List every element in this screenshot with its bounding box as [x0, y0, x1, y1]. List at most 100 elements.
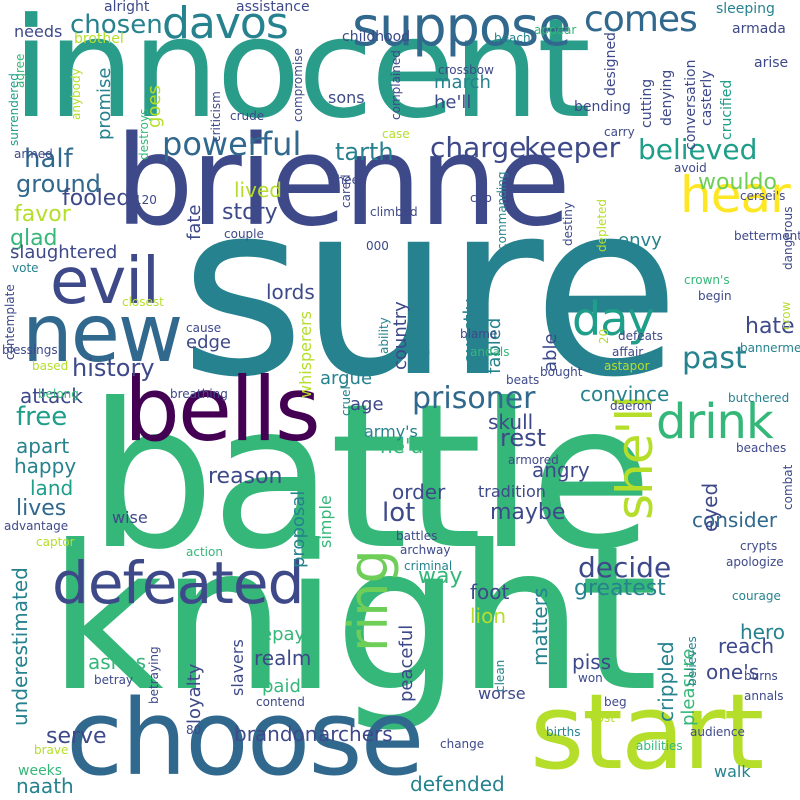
word: eyed — [698, 482, 722, 532]
word: surrendered — [7, 73, 21, 146]
word: day — [572, 292, 655, 346]
word: advantage — [4, 519, 69, 533]
word: reach — [718, 634, 775, 658]
word: courage — [732, 589, 781, 603]
word: annals — [744, 689, 784, 703]
word: brandon — [234, 722, 318, 746]
word: glad — [10, 226, 58, 251]
word: attack — [20, 384, 83, 408]
word: lived — [234, 178, 282, 202]
word: tarth — [335, 138, 394, 166]
word: 120 — [134, 193, 157, 207]
word: lives — [16, 496, 67, 521]
word: walk — [714, 762, 751, 781]
word: she'll — [606, 395, 664, 520]
word: paid — [262, 676, 301, 697]
word: he'll — [434, 92, 472, 113]
word: beach — [494, 31, 531, 45]
word: ground — [16, 170, 101, 198]
word: brave — [34, 743, 69, 757]
word: lot — [382, 498, 416, 528]
word: based — [32, 359, 69, 373]
word: betray — [94, 673, 134, 687]
word: 000 — [366, 239, 389, 253]
word: denying — [659, 69, 675, 126]
word: past — [682, 341, 747, 376]
word: beaches — [736, 441, 787, 455]
word: knight — [48, 503, 658, 736]
word: complained — [389, 50, 403, 120]
word: defended — [410, 772, 505, 796]
word: criminal — [404, 559, 453, 573]
word: lion — [470, 604, 507, 628]
word: simple — [316, 495, 335, 548]
word: commanding — [495, 171, 509, 250]
word: anybody — [69, 68, 83, 120]
word: blame — [460, 327, 498, 341]
word: appear — [534, 23, 577, 37]
word: crypts — [740, 539, 778, 553]
word: cutting — [639, 78, 655, 128]
word: climbed — [370, 205, 418, 219]
word: order — [392, 480, 446, 504]
word: clean — [493, 659, 507, 692]
word: ring — [337, 550, 400, 652]
word: cheer — [330, 173, 364, 187]
word: archway — [400, 543, 451, 557]
word: begin — [698, 289, 732, 303]
word: 20 — [597, 328, 611, 344]
word: affair — [612, 345, 644, 359]
word: proposal — [288, 490, 309, 568]
word: battles — [396, 529, 438, 543]
word: archers — [318, 722, 393, 746]
word: blessings — [2, 343, 58, 357]
word: vote — [12, 261, 39, 275]
word: belong — [38, 387, 79, 401]
word: crucified — [719, 79, 735, 140]
word: casterly — [699, 70, 715, 126]
word: alright — [104, 0, 150, 15]
word: crippled — [654, 641, 678, 722]
word: new — [22, 287, 183, 380]
word: couple — [224, 227, 264, 241]
word: he'd — [380, 434, 424, 458]
word: beats — [506, 373, 540, 387]
word: suppose — [352, 0, 571, 58]
word: needs — [14, 22, 63, 41]
word: captor — [36, 535, 75, 549]
word: angry — [532, 458, 590, 482]
word: brienne — [115, 110, 571, 254]
word: chosen — [70, 10, 163, 40]
word: piss — [572, 650, 612, 674]
word: betterment — [734, 229, 800, 243]
word: decide — [578, 551, 672, 584]
word: audience — [690, 725, 745, 739]
word: abilities — [636, 739, 683, 753]
word: andals — [470, 345, 510, 359]
word: breathing — [170, 387, 228, 401]
word: sons — [328, 88, 365, 107]
word: 80 — [186, 723, 202, 737]
word: wise — [112, 508, 148, 527]
word: weeks — [18, 763, 63, 779]
word: criticism — [209, 91, 223, 142]
word: designed — [603, 32, 619, 96]
word: country — [390, 301, 411, 370]
word: defeats — [618, 329, 663, 343]
word: crude — [230, 109, 265, 123]
word: innocent — [12, 0, 591, 149]
word: crossbow — [438, 63, 494, 77]
word: davos — [162, 0, 289, 49]
word: prisoner — [412, 381, 536, 416]
word: naath — [16, 774, 74, 798]
word: battle — [88, 361, 653, 594]
word: cruel — [339, 386, 353, 416]
word: evil — [50, 245, 160, 319]
word: astapor — [604, 359, 650, 373]
word: cause — [186, 321, 222, 335]
word: change — [440, 737, 485, 751]
word: realm — [254, 646, 312, 670]
word: slavers — [228, 639, 247, 696]
word: crown's — [684, 273, 730, 287]
